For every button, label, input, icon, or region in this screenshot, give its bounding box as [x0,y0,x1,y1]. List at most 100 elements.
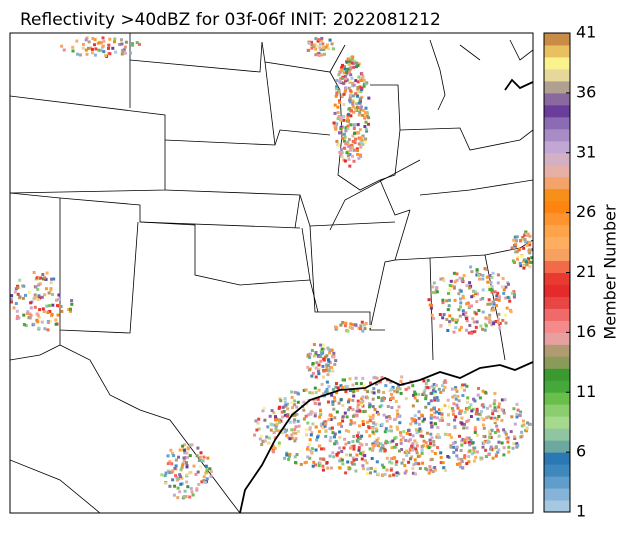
reflectivity-cell [358,442,362,446]
reflectivity-cell [458,328,462,332]
colorbar-tick-label: 6 [576,442,586,461]
reflectivity-cell [351,55,355,59]
reflectivity-cell [93,43,96,47]
reflectivity-cell [350,461,354,464]
reflectivity-cell [317,402,321,406]
reflectivity-cell [303,461,307,465]
colorbar-segment [544,344,570,357]
reflectivity-cell [305,447,309,451]
reflectivity-cell [295,453,299,457]
reflectivity-cell [526,232,530,236]
reflectivity-cell [321,42,325,46]
reflectivity-cell [312,343,316,346]
reflectivity-cell [179,475,182,479]
reflectivity-cell [338,436,342,440]
reflectivity-cell [404,397,408,401]
reflectivity-cell [354,323,358,327]
reflectivity-cell [375,460,379,464]
colorbar-segment [544,488,570,501]
reflectivity-cell [473,431,477,434]
reflectivity-cell [272,449,276,453]
reflectivity-cell [180,476,184,480]
reflectivity-cell [466,396,470,400]
reflectivity-cell [415,441,419,445]
reflectivity-cell [524,232,528,236]
reflectivity-cell [344,429,348,433]
reflectivity-cell [494,297,498,301]
reflectivity-cell [516,408,520,412]
reflectivity-cell [476,292,479,296]
reflectivity-cell [35,276,39,280]
reflectivity-cell [351,383,355,387]
reflectivity-cell [354,137,358,141]
reflectivity-cell [352,59,356,63]
reflectivity-cell [410,417,414,421]
reflectivity-cell [460,279,464,283]
colorbar-segment [544,320,570,333]
reflectivity-cell [351,102,355,106]
reflectivity-cell [411,448,414,452]
reflectivity-cell [481,423,485,427]
reflectivity-cell [14,287,18,291]
reflectivity-cell [342,114,346,118]
reflectivity-cell [511,446,515,450]
reflectivity-cell [169,448,173,452]
reflectivity-cell [427,386,431,390]
reflectivity-cell [433,466,437,469]
coastline [239,39,533,513]
reflectivity-cell [352,394,356,398]
reflectivity-cell [417,422,421,426]
reflectivity-cell [333,416,337,420]
reflectivity-cell [493,406,497,410]
reflectivity-cell [18,296,22,300]
reflectivity-cell [342,446,346,450]
reflectivity-cell [496,273,500,277]
reflectivity-cell [468,449,472,453]
reflectivity-cell [345,70,349,74]
reflectivity-cell [259,434,263,438]
reflectivity-cell [278,429,282,433]
reflectivity-cell [432,440,436,443]
reflectivity-cell [21,296,25,300]
reflectivity-cell [45,271,49,275]
reflectivity-cell [120,52,124,56]
reflectivity-cell [129,51,132,55]
reflectivity-cell [348,453,352,457]
reflectivity-cell [494,408,497,412]
reflectivity-cell [344,321,348,325]
reflectivity-cell [397,405,401,409]
reflectivity-cell [318,42,322,46]
reflectivity-cell [363,388,367,392]
reflectivity-cell [290,433,294,437]
reflectivity-cell [481,273,485,277]
reflectivity-cell [375,376,379,380]
reflectivity-cell [379,442,383,446]
reflectivity-cell [450,317,454,321]
reflectivity-cell [50,292,54,296]
reflectivity-cell [470,452,474,456]
reflectivity-cell [361,423,365,426]
reflectivity-cell [349,66,353,70]
reflectivity-cell [118,43,122,46]
reflectivity-cell [356,131,360,135]
reflectivity-cell [43,276,47,280]
reflectivity-cell [324,422,328,426]
reflectivity-cell [38,308,42,312]
reflectivity-cell [488,288,492,292]
reflectivity-cell [495,445,498,449]
reflectivity-cell [311,422,315,426]
reflectivity-cell [358,85,362,89]
reflectivity-cell [286,413,290,417]
reflectivity-cell [438,313,442,316]
reflectivity-cell [497,448,501,452]
reflectivity-cell [338,99,341,103]
reflectivity-cell [173,466,177,470]
reflectivity-cell [317,372,321,376]
reflectivity-cell [407,460,411,464]
reflectivity-cell [491,300,495,304]
reflectivity-cell [344,142,348,146]
reflectivity-cell [336,117,340,121]
reflectivity-cell [339,118,342,122]
reflectivity-cell [286,402,290,406]
reflectivity-cell [412,393,416,397]
